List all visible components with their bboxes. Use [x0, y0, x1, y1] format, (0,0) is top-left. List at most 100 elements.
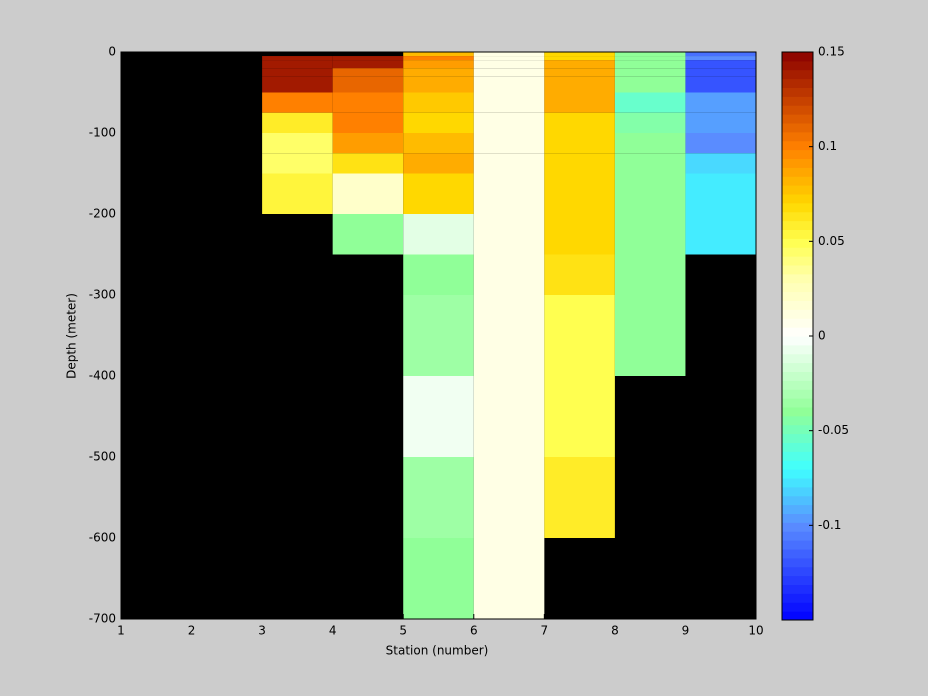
heatmap-cell: [262, 112, 333, 133]
colorbar-swatch: [782, 78, 813, 88]
heatmap-cell: [473, 112, 545, 133]
colorbar-swatch: [782, 176, 813, 186]
heatmap-cell: [473, 133, 545, 154]
colorbar-swatch: [782, 211, 813, 222]
heatmap-cell: [262, 173, 333, 214]
heatmap-cell: [544, 112, 615, 133]
heatmap-cell: [473, 254, 545, 295]
colorbar-swatch: [782, 398, 813, 408]
colorbar-swatch: [782, 433, 813, 443]
heatmap-cell: [544, 76, 615, 93]
colorbar-tick-label: -0.1: [818, 518, 841, 532]
heatmap-cell: [685, 214, 756, 255]
colorbar-swatch: [782, 513, 813, 523]
colorbar-swatch: [782, 158, 813, 168]
heatmap-cell: [614, 76, 686, 93]
x-tick-label: 5: [399, 624, 407, 638]
x-tick-label: 6: [470, 624, 478, 638]
heatmap-cell: [614, 153, 686, 174]
colorbar-swatch: [782, 371, 813, 381]
heatmap-cell: [262, 92, 333, 113]
heatmap-cell: [614, 92, 686, 113]
heatmap-cell: [614, 295, 686, 336]
y-tick-label: -700: [89, 612, 116, 626]
heatmap-cell: [544, 457, 615, 538]
heatmap-cell: [614, 52, 686, 57]
heatmap-cell: [262, 56, 333, 61]
colorbar-swatch: [782, 531, 813, 541]
heatmap-cell: [614, 60, 686, 69]
heatmap-cell: [403, 376, 474, 457]
heatmap-cell: [685, 173, 756, 214]
colorbar-swatch: [782, 87, 813, 97]
heatmap-cell: [685, 60, 756, 69]
heatmap-cell: [403, 254, 474, 295]
colorbar-swatch: [782, 149, 813, 159]
colorbar-swatch: [782, 194, 813, 204]
heatmap-cell: [473, 92, 545, 113]
colorbar-swatch: [782, 362, 813, 372]
colorbar-swatch: [782, 229, 813, 239]
heatmap-cell: [403, 68, 474, 77]
y-tick-label: -200: [89, 207, 116, 221]
colorbar-tick-label: 0.05: [818, 234, 845, 248]
colorbar-swatch: [782, 238, 813, 248]
colorbar-swatch: [782, 442, 813, 452]
y-tick-label: -300: [89, 288, 116, 302]
heatmap-cell: [403, 92, 474, 113]
heatmap-cell: [614, 133, 686, 154]
colorbar-swatch: [782, 407, 813, 417]
colorbar-tick-label: -0.05: [818, 423, 849, 437]
heatmap-cell: [332, 214, 404, 255]
heatmap-cell: [473, 335, 545, 376]
heatmap-cell: [332, 92, 404, 113]
heatmap-cell: [403, 295, 474, 336]
colorbar-swatch: [782, 540, 813, 550]
colorbar-swatch: [782, 549, 813, 559]
colorbar-swatch: [782, 300, 813, 310]
colorbar-swatch: [782, 167, 813, 177]
heatmap-cell: [403, 56, 474, 61]
heatmap-cell: [403, 214, 474, 255]
colorbar-swatch: [782, 60, 813, 71]
colorbar-swatch: [782, 460, 813, 470]
heatmap-cell: [614, 56, 686, 61]
heatmap-cell: [473, 68, 545, 77]
heatmap-cell: [685, 92, 756, 113]
colorbar-swatch: [782, 584, 813, 594]
heatmap-cell: [685, 52, 756, 57]
heatmap-cell: [332, 112, 404, 133]
colorbar-swatch: [782, 273, 813, 284]
heatmap-cell: [403, 76, 474, 93]
colorbar-swatch: [782, 69, 813, 80]
heatmap-cell: [262, 68, 333, 77]
heatmap-cell: [544, 60, 615, 69]
x-axis-label: Station (number): [386, 644, 489, 658]
colorbar-swatch: [782, 344, 813, 355]
heatmap-cell: [403, 173, 474, 214]
heatmap-cell: [614, 68, 686, 77]
heatmap-cell: [685, 153, 756, 174]
colorbar-swatch: [782, 522, 813, 532]
heatmap-cell: [473, 173, 545, 214]
heatmap-cell: [614, 173, 686, 214]
heatmap-cell: [544, 295, 615, 336]
colorbar-swatch: [782, 389, 813, 399]
heatmap-cell: [473, 52, 545, 57]
colorbar-swatch: [782, 282, 813, 293]
colorbar-swatch: [782, 96, 813, 106]
colorbar-swatch: [782, 114, 813, 124]
colorbar-swatch: [782, 309, 813, 319]
colorbar-swatch: [782, 265, 813, 275]
colorbar-swatch: [782, 105, 813, 115]
colorbar-swatch: [782, 557, 813, 568]
x-tick-label: 2: [188, 624, 196, 638]
colorbar-swatch: [782, 291, 813, 301]
colorbar-tick-label: 0.15: [818, 45, 845, 59]
heatmap-cell: [473, 376, 545, 457]
colorbar-swatch: [782, 424, 813, 435]
y-tick-label: -400: [89, 369, 116, 383]
heatmap-cell: [473, 457, 545, 538]
